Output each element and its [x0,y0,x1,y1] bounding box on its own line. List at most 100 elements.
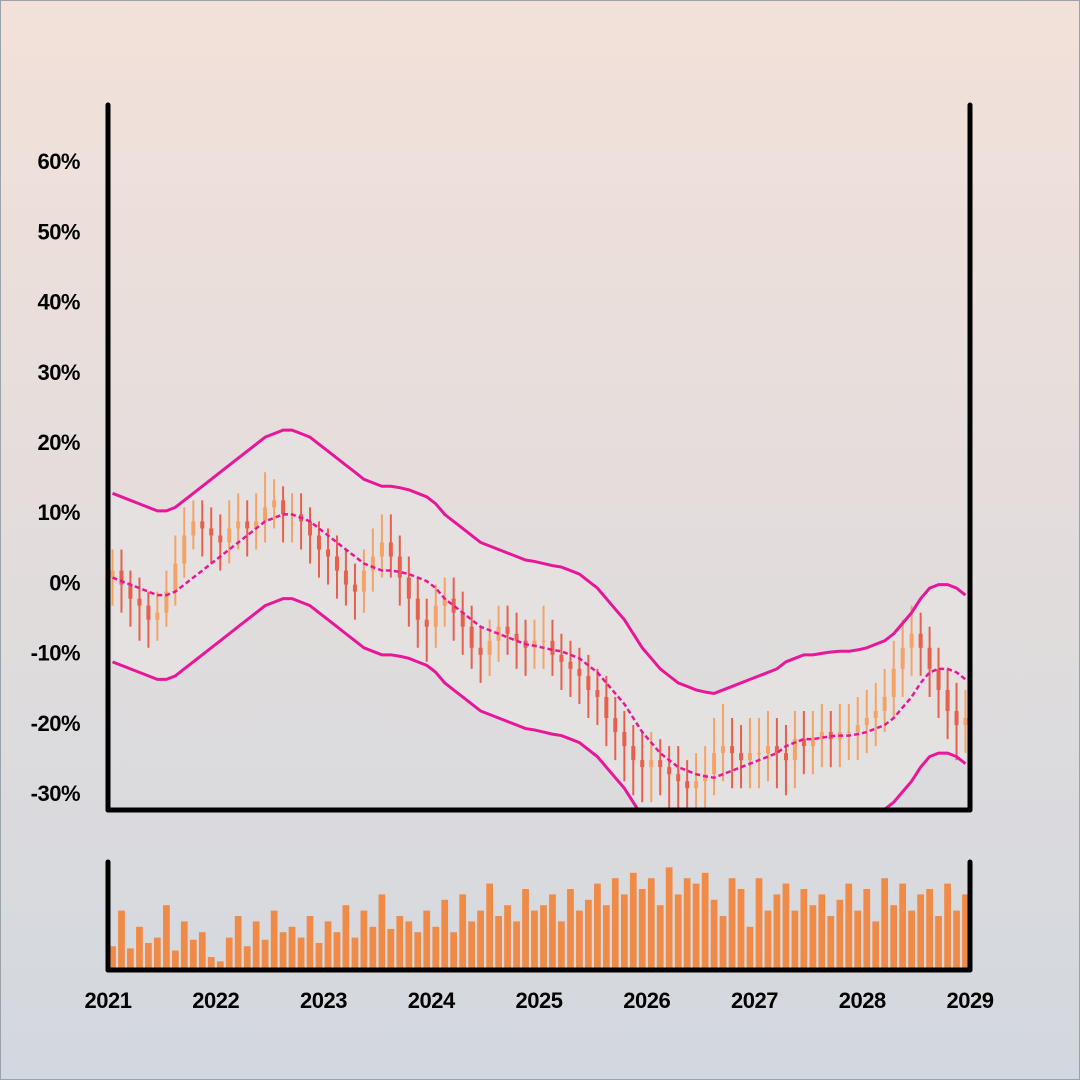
candle-body [846,732,851,734]
volume-bar [827,916,835,970]
x-tick-label: 2025 [516,988,563,1013]
volume-bar [854,910,862,970]
volume-bar [109,946,116,970]
volume-bar [198,932,206,970]
candle-body [739,753,744,761]
y-tick-label: 20% [37,430,80,455]
volume-bar [378,894,386,970]
volume-bar [136,926,143,970]
volume-bar [306,916,314,970]
volume-bar [917,894,925,970]
candle-body [415,598,420,620]
candle-body [559,654,564,662]
volume-bar [396,916,404,970]
candle-body [137,598,142,606]
volume-bar [782,883,790,970]
candle-body [370,556,375,571]
volume-bar [145,943,152,970]
candle-body [765,746,770,754]
candle-body [640,760,645,768]
volume-bar [908,910,915,970]
candle-body [747,753,752,761]
candle-body [927,647,932,669]
volume-bar [118,910,125,970]
volume-bar [665,867,673,970]
volume-bar [189,939,197,970]
candle-body [801,739,806,747]
candle-body [281,500,286,515]
volume-bar [324,921,332,970]
volume-bar [656,905,664,970]
volume-bar [755,878,763,970]
volume-bar [441,899,449,970]
y-tick-label: 60% [37,149,80,174]
volume-bar [171,950,179,970]
volume-bar [872,921,880,970]
volume-bar [495,916,502,970]
volume-bar [944,883,951,970]
volume-bar [387,928,395,970]
volume-bar [342,905,350,970]
volume-bar [674,894,682,970]
volume-bar [315,943,323,970]
volume-bar [602,905,610,970]
candle-body [487,640,492,655]
volume-bar [818,894,826,970]
volume-bar [728,878,736,970]
candle-body [783,753,788,761]
volume-bar [234,916,242,970]
candle-body [595,689,600,697]
x-tick-label: 2027 [731,988,778,1013]
candle-body [963,718,968,726]
volume-bar [216,961,224,970]
candle-body [954,710,959,726]
candle-body [918,633,923,648]
candle-body [209,528,214,536]
volume-bar [629,872,637,970]
candle-body [622,732,627,747]
candle-body [532,640,537,648]
volume-bar [576,910,583,970]
volume-bar [692,883,700,970]
volume-bar [764,910,772,970]
candle-body [568,661,573,669]
candle-body [541,640,546,642]
volume-bar [333,932,341,970]
volume-bar [791,910,799,970]
candle-body [909,633,914,648]
volume-bar [881,878,889,970]
volume-bar [953,910,960,970]
candle-body [514,633,519,641]
volume-bar [450,932,458,970]
candle-body [218,535,223,543]
volume-bar [207,957,215,970]
volume-bar [710,899,718,970]
candle-body [146,605,151,620]
volume-bar [773,894,781,970]
candle-body [173,563,178,592]
volume-bar [800,889,808,970]
candle-body [882,696,887,711]
candle-body [864,718,869,726]
candle-body [730,746,735,754]
volume-bar [459,894,467,970]
y-tick-label: 50% [37,219,80,244]
candle-body [936,668,941,690]
band-upper [111,428,967,695]
candle-body [164,591,169,613]
volume-bar [638,889,646,970]
candle-body [326,549,331,557]
candle-body [550,640,555,655]
volume-bar [270,910,278,970]
volume-bar [225,937,233,970]
volume-bar [701,872,709,970]
candle-body [694,781,699,789]
volume-bar [423,910,431,970]
volume-bar [620,894,628,970]
volume-bar [737,889,745,970]
volume-bar [594,883,601,970]
volume-bar [809,905,817,970]
volume-bar [513,921,520,970]
candle-body [334,556,339,571]
candle-body [586,675,591,690]
